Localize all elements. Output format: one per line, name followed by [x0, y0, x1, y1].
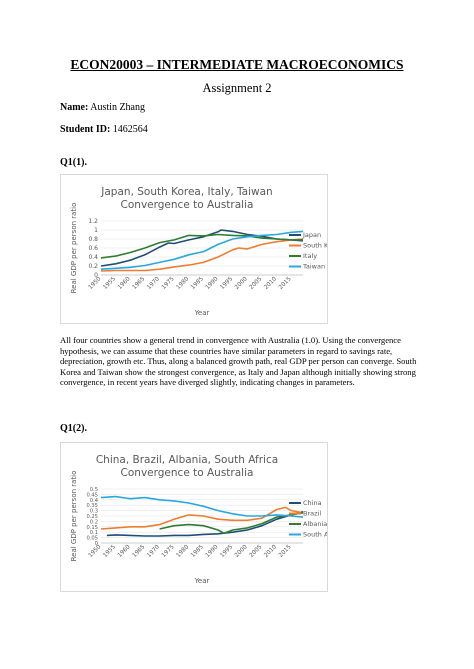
name-row: Name: Austin Zhang: [60, 102, 145, 113]
chart-2-y-tick-label: 0: [95, 541, 98, 547]
chart-2-x-tick-label: 1995: [219, 544, 234, 559]
chart-1-x-tick-label: 1990: [205, 276, 220, 291]
chart-2-x-tick-label: 1955: [102, 544, 117, 559]
chart-2-series-line-albania: [159, 512, 304, 535]
chart-2-x-tick-label: 1975: [161, 544, 176, 559]
chart-2-y-axis-label: Real GDP per person ratio: [70, 471, 78, 562]
chart-1-series-line-italy: [100, 233, 303, 259]
chart-2-x-tick-label: 1965: [132, 544, 147, 559]
chart-1-x-tick-label: 2005: [249, 276, 264, 291]
chart-2-y-tick-label: 0.05: [86, 536, 98, 542]
chart-2-series-line-china: [106, 510, 304, 537]
chart-2-x-tick-label: 1970: [146, 544, 161, 559]
chart-1-legend-label: Italy: [303, 252, 317, 260]
chart-2-x-tick-label: 1960: [117, 544, 132, 559]
q1-1-label: Q1(1).: [60, 157, 87, 168]
chart-2-y-tick-label: 0.35: [86, 503, 98, 509]
chart-1-x-tick-label: 1980: [176, 276, 191, 291]
chart-1-x-tick-label: 1965: [132, 276, 147, 291]
chart-1-title-line: Japan, South Korea, Italy, Taiwan: [100, 186, 272, 198]
chart-1-y-tick-label: 1: [94, 227, 98, 234]
chart-1-x-tick-label: 2000: [234, 276, 249, 291]
chart-2-frame: China, Brazil, Albania, South Africa Conv…: [60, 442, 343, 592]
document-subtitle: Assignment 2: [202, 81, 272, 95]
chart-1-y-tick-label: 1.2: [88, 218, 98, 225]
chart-2-y-tick-label: 0.3: [90, 509, 98, 515]
chart-2-y-tick-label: 0.45: [86, 492, 98, 498]
chart-1-y-tick-label: 0.8: [88, 236, 98, 243]
chart-1-x-tick-label: 1985: [190, 276, 205, 291]
chart-1-series-line-taiwan: [100, 230, 304, 270]
student-id-value: 1462564: [112, 124, 148, 135]
chart-2-x-tick-label: 1985: [190, 544, 205, 559]
chart-1-title-line: Convergence to Australia: [121, 199, 254, 211]
chart-2-x-tick-label: 1990: [205, 544, 220, 559]
chart-2-legend-label: Brazil: [303, 510, 321, 518]
chart-1-x-tick-label: 1995: [219, 276, 234, 291]
chart-2-x-tick-label: 2015: [278, 544, 293, 559]
chart-2-series-line-brazil: [100, 506, 304, 530]
chart-1-series-line-japan: [100, 229, 304, 267]
chart-2-y-tick-label: 0.5: [90, 487, 98, 493]
student-id-row: Student ID: 1462564: [60, 124, 148, 135]
q1-2-label: Q1(2).: [60, 423, 87, 434]
chart-2: China, Brazil, Albania, South AfricaConv…: [70, 454, 343, 585]
chart-1-x-tick-label: 1950: [88, 276, 103, 291]
chart-1-frame: Japan, South Korea, Italy, Taiwan Converg…: [60, 174, 342, 324]
chart-2-y-tick-label: 0.2: [90, 519, 98, 525]
chart-1: Japan, South Korea, Italy, TaiwanConverg…: [70, 186, 342, 317]
chart-1-x-tick-label: 1975: [161, 276, 176, 291]
chart-1-x-axis-label: Year: [194, 309, 210, 317]
chart-1-series-line-south-korea: [100, 238, 304, 272]
chart-1-x-tick-label: 1970: [146, 276, 161, 291]
chart-1-x-tick-label: 1960: [117, 276, 132, 291]
chart-1-x-tick-label: 2010: [263, 276, 278, 291]
chart-2-x-tick-label: 2000: [234, 544, 249, 559]
chart-2-y-tick-label: 0.25: [86, 514, 98, 520]
chart-2-legend-label: Albania: [303, 520, 327, 528]
chart-2-legend-label: South Africa: [303, 531, 327, 539]
chart-1-y-tick-label: 0.6: [88, 245, 98, 252]
chart-2-x-tick-label: 2010: [263, 544, 278, 559]
chart-2-x-tick-label: 1950: [88, 544, 103, 559]
chart-2-x-axis-label: Year: [194, 577, 210, 585]
chart-2-x-tick-label: 1980: [176, 544, 191, 559]
chart-1-x-tick-label: 1955: [102, 276, 117, 291]
chart-1-legend-label: Japan: [302, 231, 321, 239]
chart-1-y-tick-label: 0.2: [88, 263, 98, 270]
chart-2-series-line-south-africa: [100, 495, 304, 518]
chart-2-y-tick-label: 0.4: [90, 498, 99, 504]
chart-1-y-axis-label: Real GDP per person ratio: [70, 203, 78, 294]
chart-2-legend-label: China: [303, 499, 322, 507]
chart-2-y-tick-label: 0.1: [90, 530, 98, 536]
chart-1-y-tick-label: 0.4: [88, 254, 98, 261]
chart-2-y-tick-label: 0.15: [86, 525, 98, 531]
chart-2-title-line: China, Brazil, Albania, South Africa: [96, 454, 278, 466]
chart-1-y-tick-label: 0: [94, 272, 98, 279]
chart-1-legend-label: South Korea: [303, 242, 327, 250]
name-label: Name:: [60, 102, 89, 113]
chart-2-x-tick-label: 2005: [249, 544, 264, 559]
name-value: Austin Zhang: [90, 102, 145, 113]
document-title: ECON20003 – INTERMEDIATE MACROECONOMICS: [70, 57, 404, 72]
chart-1-legend-label: Taiwan: [302, 263, 325, 271]
q1-1-paragraph: All four countries show a general trend …: [60, 335, 417, 388]
student-id-label: Student ID:: [60, 124, 111, 135]
chart-1-x-tick-label: 2015: [278, 276, 293, 291]
chart-2-title-line: Convergence to Australia: [121, 467, 254, 479]
